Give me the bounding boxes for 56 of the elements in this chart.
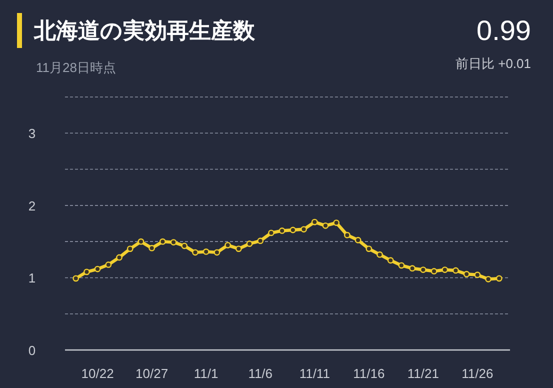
y-tick-label: 3	[28, 126, 36, 142]
point	[333, 220, 340, 226]
x-tick-label: 10/27	[136, 366, 168, 381]
point	[72, 275, 80, 282]
x-tick-label: 11/16	[353, 366, 385, 381]
point	[138, 238, 144, 245]
point	[376, 251, 383, 258]
point	[214, 249, 220, 256]
x-tick-label: 11/1	[194, 366, 218, 381]
point	[300, 226, 307, 232]
point	[170, 239, 177, 246]
point	[268, 230, 274, 236]
point	[126, 246, 134, 252]
point	[463, 270, 470, 278]
y-tick-label: 0	[28, 343, 36, 358]
chart-subtitle: 11月28日時点	[36, 60, 116, 75]
y-tick-label: 2	[28, 198, 36, 214]
point	[311, 218, 318, 226]
point	[496, 275, 502, 282]
x-tick-label: 11/26	[462, 366, 494, 381]
point	[452, 267, 459, 274]
y-tick-label: 1	[28, 270, 36, 286]
point	[278, 228, 286, 234]
point	[344, 232, 350, 238]
point	[474, 272, 481, 278]
point	[290, 226, 296, 234]
point	[354, 236, 362, 244]
point	[116, 254, 122, 261]
point	[148, 244, 156, 252]
point	[442, 266, 448, 273]
point	[246, 240, 253, 247]
point	[224, 242, 232, 248]
point	[409, 265, 416, 272]
point	[387, 257, 394, 264]
point	[202, 248, 210, 255]
point	[192, 249, 198, 256]
text: 前日比 +0.01	[455, 56, 531, 71]
x-tick-label: 11/21	[407, 366, 439, 381]
point	[235, 246, 242, 252]
chart-title: 北海道の実効再生産数	[33, 18, 256, 43]
x-tick-label: 10/22	[81, 366, 114, 381]
point	[257, 238, 264, 244]
point	[430, 268, 438, 274]
point	[485, 276, 492, 282]
point	[159, 238, 166, 245]
point	[105, 262, 112, 268]
point	[366, 246, 372, 252]
point	[398, 262, 405, 269]
x-tick-label: 11/11	[299, 366, 330, 381]
point	[420, 266, 426, 273]
point	[84, 268, 90, 276]
point	[94, 266, 101, 272]
point	[181, 242, 188, 250]
text: 0.99	[476, 15, 531, 46]
x-tick-label: 11/6	[248, 366, 273, 381]
point	[322, 222, 329, 229]
